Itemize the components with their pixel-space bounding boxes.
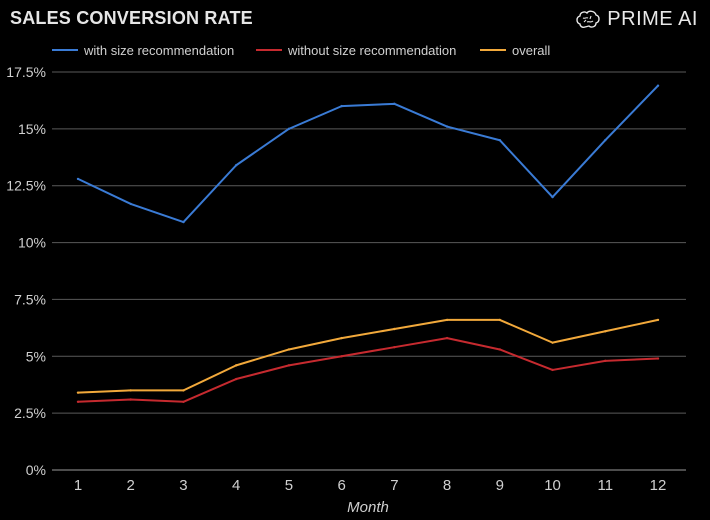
x-tick-label: 9 [496,477,504,494]
data-point [498,139,502,142]
data-point [287,364,291,367]
x-axis-label: Month [347,499,389,516]
data-point [656,318,660,322]
data-point [393,345,396,349]
data-point [445,125,449,128]
data-point [498,318,502,322]
data-point [182,220,185,224]
data-point [656,357,660,360]
data-point [604,330,607,333]
legend: with size recommendation without size rec… [52,43,550,58]
x-tick-label: 2 [127,477,135,494]
data-point [340,336,343,340]
data-point [76,391,80,394]
data-point [551,195,554,199]
x-tick-label: 7 [390,477,398,494]
brain-icon [576,10,600,28]
data-point [182,389,185,392]
legend-label: without size recommendation [287,43,456,58]
data-point [287,348,291,351]
series-lines [76,84,660,403]
y-tick-label: 2.5% [14,405,46,421]
y-tick-label: 7.5% [14,291,46,307]
brand-name: PRIME AI [607,8,698,30]
data-point [445,318,449,322]
data-point [445,336,449,340]
grid-lines [52,71,686,471]
series-line-0 [77,84,659,224]
y-tick-label: 5% [26,348,46,364]
x-axis-ticks: 1 2 3 4 5 6 7 8 9 10 11 12 [74,477,667,494]
x-tick-label: 8 [443,477,451,494]
x-tick-label: 12 [650,477,667,494]
data-point [234,377,238,381]
y-tick-label: 15% [18,121,46,137]
x-tick-label: 4 [232,477,240,494]
data-point [604,359,607,363]
data-point [129,202,132,206]
legend-label: with size recommendation [83,43,234,58]
y-tick-label: 10% [18,235,46,251]
x-tick-label: 6 [337,477,345,494]
x-tick-label: 5 [285,477,293,494]
x-tick-label: 10 [544,477,561,494]
data-point [76,177,80,181]
x-tick-label: 11 [597,477,613,494]
data-point [498,348,502,351]
y-axis-ticks: 0% 2.5% 5% 7.5% 10% 12.5% 15% 17.5% [6,64,46,478]
data-point [129,398,132,401]
data-point [551,368,554,372]
data-point [234,164,238,167]
chart-title: SALES CONVERSION RATE [10,8,253,28]
legend-label: overall [512,43,550,58]
data-point [604,139,607,142]
x-tick-label: 1 [74,477,82,494]
data-point [182,400,185,403]
y-tick-label: 17.5% [6,64,46,80]
data-point [234,364,238,367]
y-tick-label: 12.5% [6,178,46,194]
data-point [656,84,660,87]
series-line-2 [77,318,659,394]
data-point [76,400,80,403]
data-point [393,102,396,106]
data-point [393,327,396,331]
x-tick-label: 3 [179,477,187,494]
data-point [551,341,554,344]
data-point [287,127,291,131]
y-tick-label: 0% [26,462,46,478]
data-point [129,389,132,392]
series-line-1 [77,337,659,403]
brand-logo: PRIME AI [575,8,698,31]
data-point [340,104,343,108]
data-point [340,355,343,358]
